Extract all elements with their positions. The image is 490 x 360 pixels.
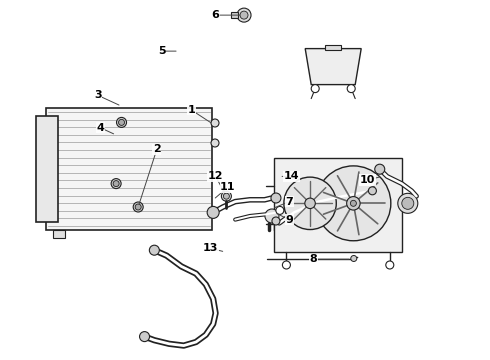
Circle shape xyxy=(398,193,418,213)
Circle shape xyxy=(140,332,149,342)
Circle shape xyxy=(282,261,291,269)
Text: 11: 11 xyxy=(220,182,236,192)
Circle shape xyxy=(276,206,284,215)
Bar xyxy=(231,12,238,18)
Circle shape xyxy=(211,119,219,127)
Bar xyxy=(36,116,58,222)
Circle shape xyxy=(305,198,315,208)
Circle shape xyxy=(368,187,376,195)
Circle shape xyxy=(240,11,248,19)
Circle shape xyxy=(211,139,219,147)
Text: 13: 13 xyxy=(203,243,219,253)
Circle shape xyxy=(347,85,355,93)
Text: 8: 8 xyxy=(310,254,318,264)
Circle shape xyxy=(316,166,391,241)
Circle shape xyxy=(237,8,251,22)
Circle shape xyxy=(133,202,143,212)
Circle shape xyxy=(375,164,385,174)
Circle shape xyxy=(135,204,141,210)
Circle shape xyxy=(351,256,357,261)
Circle shape xyxy=(271,193,281,203)
Circle shape xyxy=(402,197,414,209)
Bar xyxy=(46,108,212,230)
Bar xyxy=(274,158,402,252)
Polygon shape xyxy=(305,49,361,85)
Text: 3: 3 xyxy=(94,90,102,100)
Circle shape xyxy=(207,206,219,219)
Text: 1: 1 xyxy=(187,105,195,115)
Circle shape xyxy=(119,120,124,125)
Circle shape xyxy=(272,217,280,225)
Text: 9: 9 xyxy=(285,215,293,225)
Circle shape xyxy=(346,197,360,210)
Text: 12: 12 xyxy=(208,171,223,181)
Circle shape xyxy=(350,200,356,206)
Circle shape xyxy=(113,181,119,186)
Circle shape xyxy=(386,261,394,269)
Text: 14: 14 xyxy=(284,171,299,181)
Circle shape xyxy=(221,191,231,201)
Text: 4: 4 xyxy=(97,123,104,133)
Circle shape xyxy=(311,85,319,93)
Circle shape xyxy=(149,245,159,255)
Circle shape xyxy=(265,209,279,223)
Circle shape xyxy=(111,179,121,189)
Circle shape xyxy=(284,177,336,230)
Text: 6: 6 xyxy=(212,10,220,20)
Circle shape xyxy=(117,117,126,127)
Text: 10: 10 xyxy=(360,175,375,185)
Bar xyxy=(53,230,65,238)
Text: 7: 7 xyxy=(285,197,293,207)
Circle shape xyxy=(223,193,229,199)
Text: 5: 5 xyxy=(158,46,166,56)
Text: 2: 2 xyxy=(153,144,161,154)
Bar xyxy=(325,45,341,50)
